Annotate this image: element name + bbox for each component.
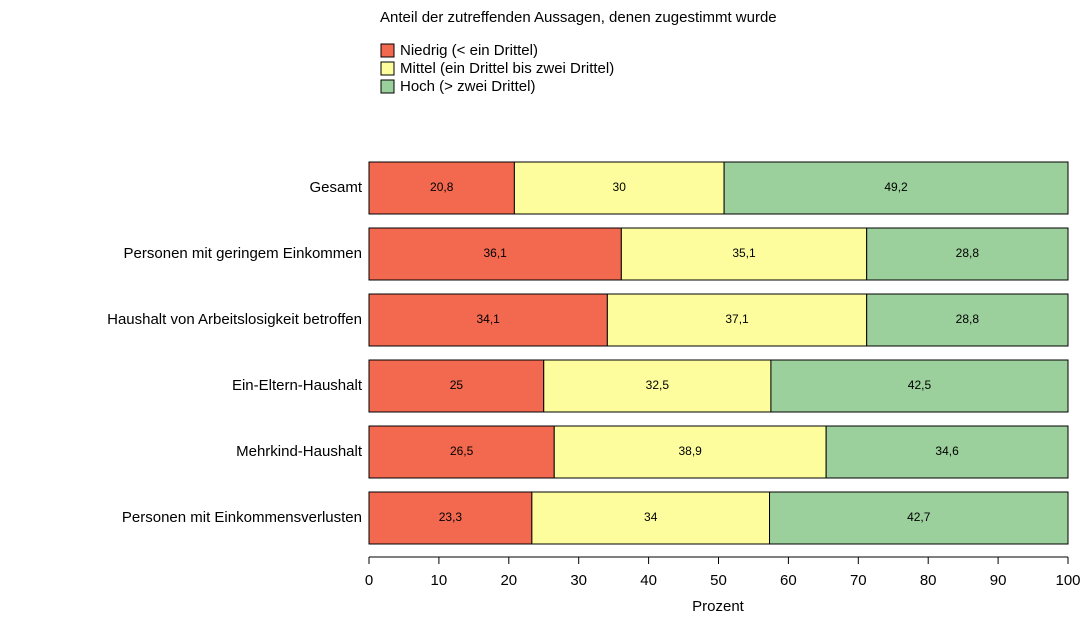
bar-segment [368,227,622,281]
bar-segment [368,293,608,347]
bar-value-label: 49,2 [884,180,908,194]
legend-swatch [380,61,395,76]
bar-segment [866,293,1069,347]
bar-value-label: 34,1 [476,312,500,326]
bar-value-label: 37,1 [725,312,749,326]
legend-label: Hoch (> zwei Drittel) [400,78,535,95]
bar-value-label: 42,5 [908,378,932,392]
bar-segment [368,425,555,479]
bar-value-label: 32,5 [646,378,670,392]
x-tick-label: 70 [850,572,867,589]
bar-value-label: 38,9 [679,444,703,458]
bar-segment [770,359,1069,413]
bar-segment [543,359,772,413]
bar-value-label: 34,6 [935,444,959,458]
x-tick-label: 20 [500,572,517,589]
x-tick-label: 50 [710,572,727,589]
bar-segment [825,425,1069,479]
x-tick-label: 60 [780,572,797,589]
bar-segment [606,293,868,347]
category-label: Ein-Eltern-Haushalt [232,377,363,394]
legend-swatch [380,43,395,58]
bar-segment [769,491,1069,545]
x-tick-label: 10 [431,572,448,589]
legend-swatch [380,79,395,94]
x-tick-label: 0 [365,572,373,589]
bar-value-label: 36,1 [483,246,507,260]
category-label: Mehrkind-Haushalt [236,443,363,460]
bar-value-label: 20,8 [430,180,454,194]
category-label: Gesamt [309,179,362,196]
x-tick-label: 100 [1055,572,1080,589]
bar-segment [553,425,827,479]
legend-label: Mittel (ein Drittel bis zwei Drittel) [400,60,614,77]
bar-segment [513,161,725,215]
category-label: Haushalt von Arbeitslosigkeit betroffen [107,311,362,328]
bar-value-label: 23,3 [439,510,463,524]
category-label: Personen mit Einkommensverlusten [122,509,362,526]
bar-segment [368,161,515,215]
x-tick-label: 90 [990,572,1007,589]
bar-value-label: 28,8 [956,312,980,326]
bar-value-label: 42,7 [907,510,931,524]
bar-value-label: 30 [613,180,627,194]
bar-segment [368,359,545,413]
legend-label: Niedrig (< ein Drittel) [400,42,538,59]
bar-segment [723,161,1069,215]
x-tick-label: 40 [640,572,657,589]
bar-value-label: 28,8 [956,246,980,260]
legend-title: Anteil der zutreffenden Aussagen, denen … [380,9,777,26]
bar-segment [620,227,868,281]
bar-segment [368,491,533,545]
category-label: Personen mit geringem Einkommen [124,245,362,262]
bar-segment [866,227,1069,281]
x-tick-label: 80 [920,572,937,589]
bar-value-label: 26,5 [450,444,474,458]
bar-value-label: 25 [450,378,464,392]
bar-segment [531,491,771,545]
bar-value-label: 34 [644,510,658,524]
x-tick-label: 30 [570,572,587,589]
bar-value-label: 35,1 [732,246,756,260]
x-axis-label: Prozent [692,598,745,615]
